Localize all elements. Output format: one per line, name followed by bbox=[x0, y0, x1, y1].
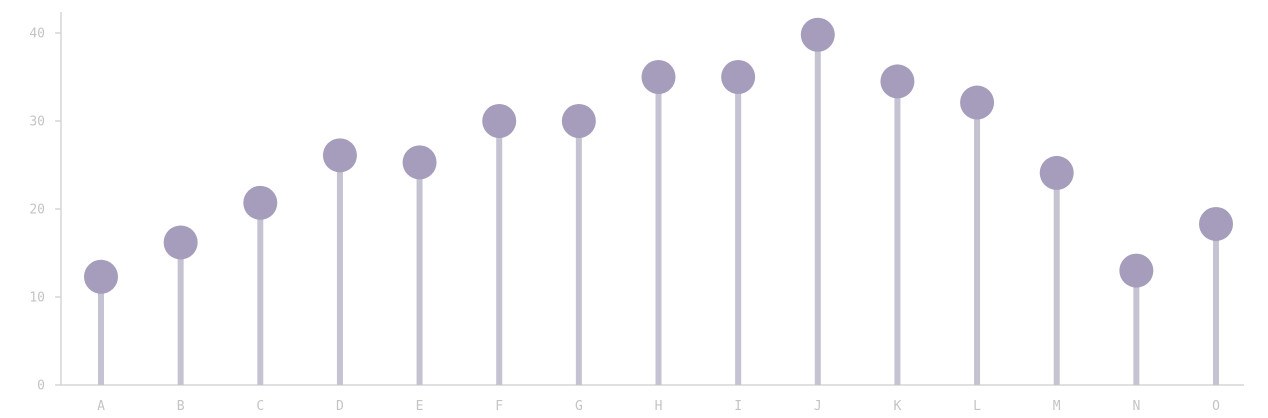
y-tick-label: 30 bbox=[29, 115, 45, 130]
x-tick-label: O bbox=[1212, 399, 1220, 414]
lollipop-dot bbox=[1039, 155, 1074, 190]
x-tick-label: A bbox=[97, 399, 105, 414]
lollipop-dot bbox=[561, 104, 596, 138]
x-axis: A B C D E F G H I J K L M N O bbox=[61, 384, 1244, 414]
lollipop-stems bbox=[98, 34, 1219, 385]
lollipop-dot bbox=[322, 138, 357, 173]
x-tick-label: N bbox=[1132, 399, 1140, 414]
x-tick-label: M bbox=[1053, 399, 1061, 414]
lollipop-dots bbox=[84, 17, 1233, 294]
x-tick-label: H bbox=[655, 399, 663, 414]
y-tick-label: 20 bbox=[29, 203, 45, 218]
x-tick-label: G bbox=[575, 399, 583, 414]
x-tick-label: C bbox=[256, 399, 264, 414]
x-tick-label: E bbox=[416, 399, 424, 414]
x-tick-label: J bbox=[814, 399, 822, 414]
x-tick-label: L bbox=[973, 399, 981, 414]
y-tick-label: 0 bbox=[37, 379, 45, 394]
lollipop-dot bbox=[641, 60, 676, 94]
lollipop-dot bbox=[84, 259, 118, 294]
lollipop-dot bbox=[402, 145, 437, 180]
y-axis: 0 10 20 30 40 bbox=[29, 12, 62, 394]
y-tick-label: 40 bbox=[29, 27, 45, 42]
x-tick-label: K bbox=[894, 399, 902, 414]
lollipop-dot bbox=[721, 60, 756, 94]
lollipop-dot bbox=[243, 185, 278, 220]
lollipop-dot bbox=[960, 85, 995, 120]
lollipop-dot bbox=[1199, 206, 1233, 241]
lollipop-dot bbox=[1119, 253, 1154, 288]
x-tick-label: F bbox=[495, 399, 503, 414]
x-tick-label: B bbox=[177, 399, 185, 414]
lollipop-dot bbox=[163, 225, 198, 260]
lollipop-dot bbox=[880, 64, 915, 99]
lollipop-dot bbox=[482, 104, 517, 138]
y-tick-label: 10 bbox=[29, 291, 45, 306]
x-tick-label: D bbox=[336, 399, 344, 414]
lollipop-dot bbox=[800, 17, 835, 52]
x-tick-label: I bbox=[734, 399, 742, 414]
